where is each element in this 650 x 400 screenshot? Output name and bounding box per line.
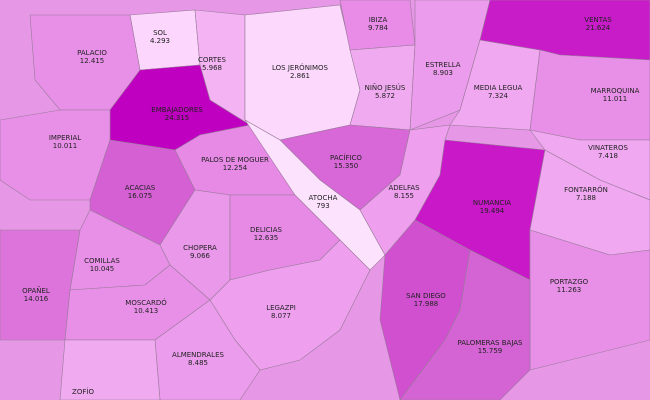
region-value: 14.016: [24, 295, 49, 303]
region-name: PALOS DE MOGUER: [201, 156, 269, 164]
region-name: PALACIO: [77, 49, 107, 57]
region-name: LEGAZPI: [266, 304, 296, 312]
region-name: FONTARRÓN: [564, 185, 608, 194]
region-value: 7.418: [598, 152, 618, 160]
region-value: 9.784: [368, 24, 389, 32]
region-value: 24.315: [165, 114, 190, 122]
region-name: DELICIAS: [250, 226, 283, 234]
region-name: COMILLAS: [84, 257, 120, 265]
region: [529, 49, 650, 141]
region-name: NIÑO JESÚS: [365, 83, 406, 92]
region-name: PACÍFICO: [330, 153, 362, 162]
region-value: 21.624: [586, 24, 611, 32]
region-value: 7.188: [576, 194, 596, 202]
region-name: ADELFAS: [388, 184, 420, 192]
region-value: 11.011: [603, 95, 628, 103]
region-value: 17.988: [414, 300, 439, 308]
region-name: LOS JERÓNIMOS: [272, 63, 329, 72]
region-value: 8.485: [188, 359, 208, 367]
region-name: OPAÑEL: [22, 286, 50, 295]
region-value: 2.861: [290, 72, 310, 80]
region-value: 8.903: [433, 69, 453, 77]
region-name: ACACIAS: [125, 184, 156, 192]
region-name: CORTES: [198, 56, 226, 64]
region-name: SOL: [153, 29, 167, 37]
region-name: VENTAS: [584, 16, 612, 24]
region: [59, 339, 161, 400]
region-name: IMPERIAL: [49, 134, 81, 142]
region-name: PALOMERAS BAJAS: [458, 339, 524, 347]
region-value: 11.263: [557, 286, 582, 294]
region: [244, 119, 386, 271]
region-name: IBIZA: [369, 16, 388, 24]
region-name: MOSCARDÓ: [125, 298, 167, 307]
region: [399, 249, 531, 400]
region: [0, 109, 111, 201]
region-value: 19.494: [480, 207, 505, 215]
region-value: 12.254: [223, 164, 248, 172]
region-value: 15.350: [334, 162, 359, 170]
region-name: MEDIA LEGUA: [474, 84, 523, 92]
region-name: SAN DIEGO: [406, 292, 446, 300]
region-name: VINATEROS: [588, 144, 628, 152]
region-value: 5.968: [202, 64, 222, 72]
region-value: 7.324: [488, 92, 509, 100]
region-value: 12.415: [80, 57, 105, 65]
region-value: 8.155: [394, 192, 414, 200]
region-name: ESTRELLA: [425, 61, 460, 69]
region-value: 16.075: [128, 192, 153, 200]
region-value: 15.759: [478, 347, 503, 355]
region-value: 5.872: [375, 92, 395, 100]
region-value: 9.066: [190, 252, 211, 260]
region-name: EMBAJADORES: [151, 106, 203, 114]
region-value: 10.011: [53, 142, 78, 150]
region-name: PORTAZGO: [550, 278, 589, 286]
region-value: 12.635: [254, 234, 279, 242]
region-name: ZOFÍO: [72, 387, 94, 396]
region-name: MARROQUINA: [591, 87, 640, 95]
region-value: 10.045: [90, 265, 115, 273]
region-name: ALMENDRALES: [172, 351, 224, 359]
region-value: 8.077: [271, 312, 291, 320]
region: [154, 299, 261, 400]
region-value: 4.293: [150, 37, 170, 45]
region-value: 10.413: [134, 307, 159, 315]
region-name: CHOPERA: [183, 244, 217, 252]
region-name: ATOCHA: [309, 194, 338, 202]
region-value: 793: [316, 202, 329, 210]
region-name: NUMANCIA: [473, 199, 511, 207]
